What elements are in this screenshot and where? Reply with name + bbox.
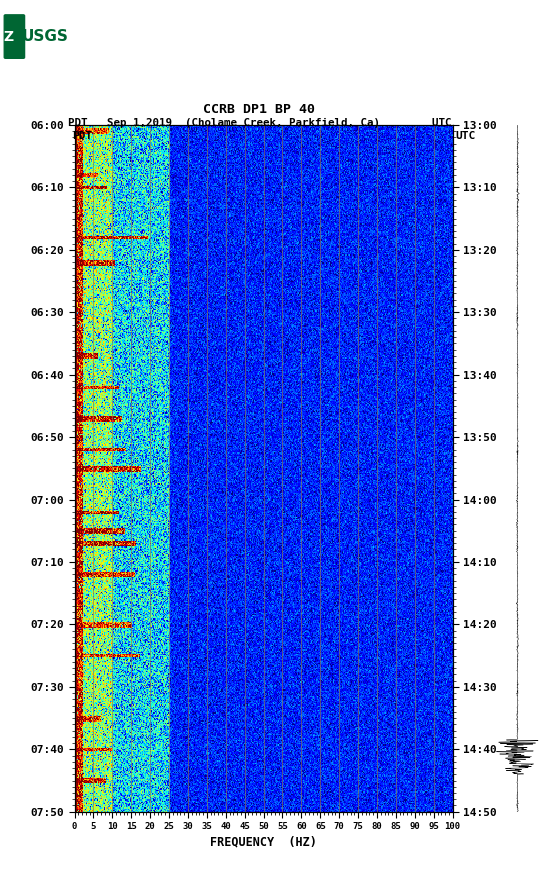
Text: UTC: UTC [455, 130, 476, 141]
FancyBboxPatch shape [4, 15, 24, 58]
Text: Z: Z [4, 29, 14, 44]
Text: PDT   Sep 1,2019  (Cholame Creek, Parkfield, Ca)        UTC: PDT Sep 1,2019 (Cholame Creek, Parkfield… [68, 118, 451, 128]
X-axis label: FREQUENCY  (HZ): FREQUENCY (HZ) [210, 835, 317, 848]
Text: CCRB DP1 BP 40: CCRB DP1 BP 40 [204, 103, 315, 116]
Text: PDT: PDT [72, 130, 92, 141]
Text: USGS: USGS [22, 29, 68, 44]
